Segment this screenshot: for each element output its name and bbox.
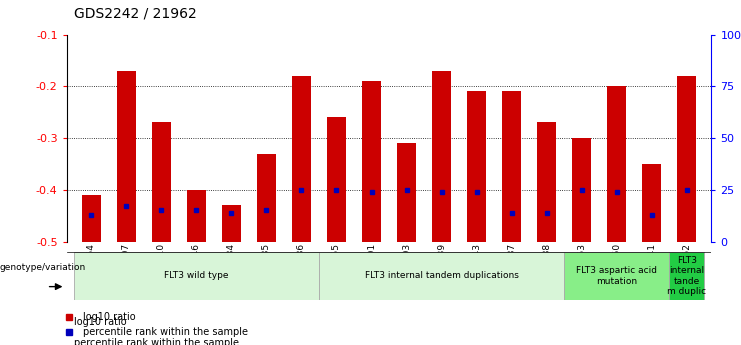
Text: genotype/variation: genotype/variation [0,263,86,272]
Text: FLT3 internal tandem duplications: FLT3 internal tandem duplications [365,272,519,280]
Text: percentile rank within the sample: percentile rank within the sample [74,338,239,345]
Text: log10 ratio: log10 ratio [83,312,136,322]
Bar [292,76,311,242]
Bar [319,252,564,300]
Bar [257,154,276,242]
Bar [362,81,381,241]
Bar [572,138,591,241]
Bar [116,71,136,242]
Bar [187,190,206,242]
Bar [467,91,486,242]
Bar [397,143,416,241]
Text: log10 ratio: log10 ratio [74,317,127,327]
Text: FLT3 wild type: FLT3 wild type [164,272,228,280]
Text: percentile rank within the sample: percentile rank within the sample [83,327,248,337]
Bar [642,164,662,242]
Bar [669,252,705,300]
Bar [327,117,346,242]
Bar [564,252,669,300]
Bar [222,205,241,241]
Bar [677,76,697,242]
Bar [502,91,521,242]
Text: FLT3 aspartic acid
mutation: FLT3 aspartic acid mutation [576,266,657,286]
Bar [607,86,626,241]
Text: GDS2242 / 21962: GDS2242 / 21962 [74,7,197,21]
Bar [432,71,451,242]
Text: FLT3
internal
tande
m duplic: FLT3 internal tande m duplic [668,256,706,296]
Bar [82,195,101,242]
Bar [73,252,319,300]
Bar [152,122,171,242]
Bar [537,122,556,242]
